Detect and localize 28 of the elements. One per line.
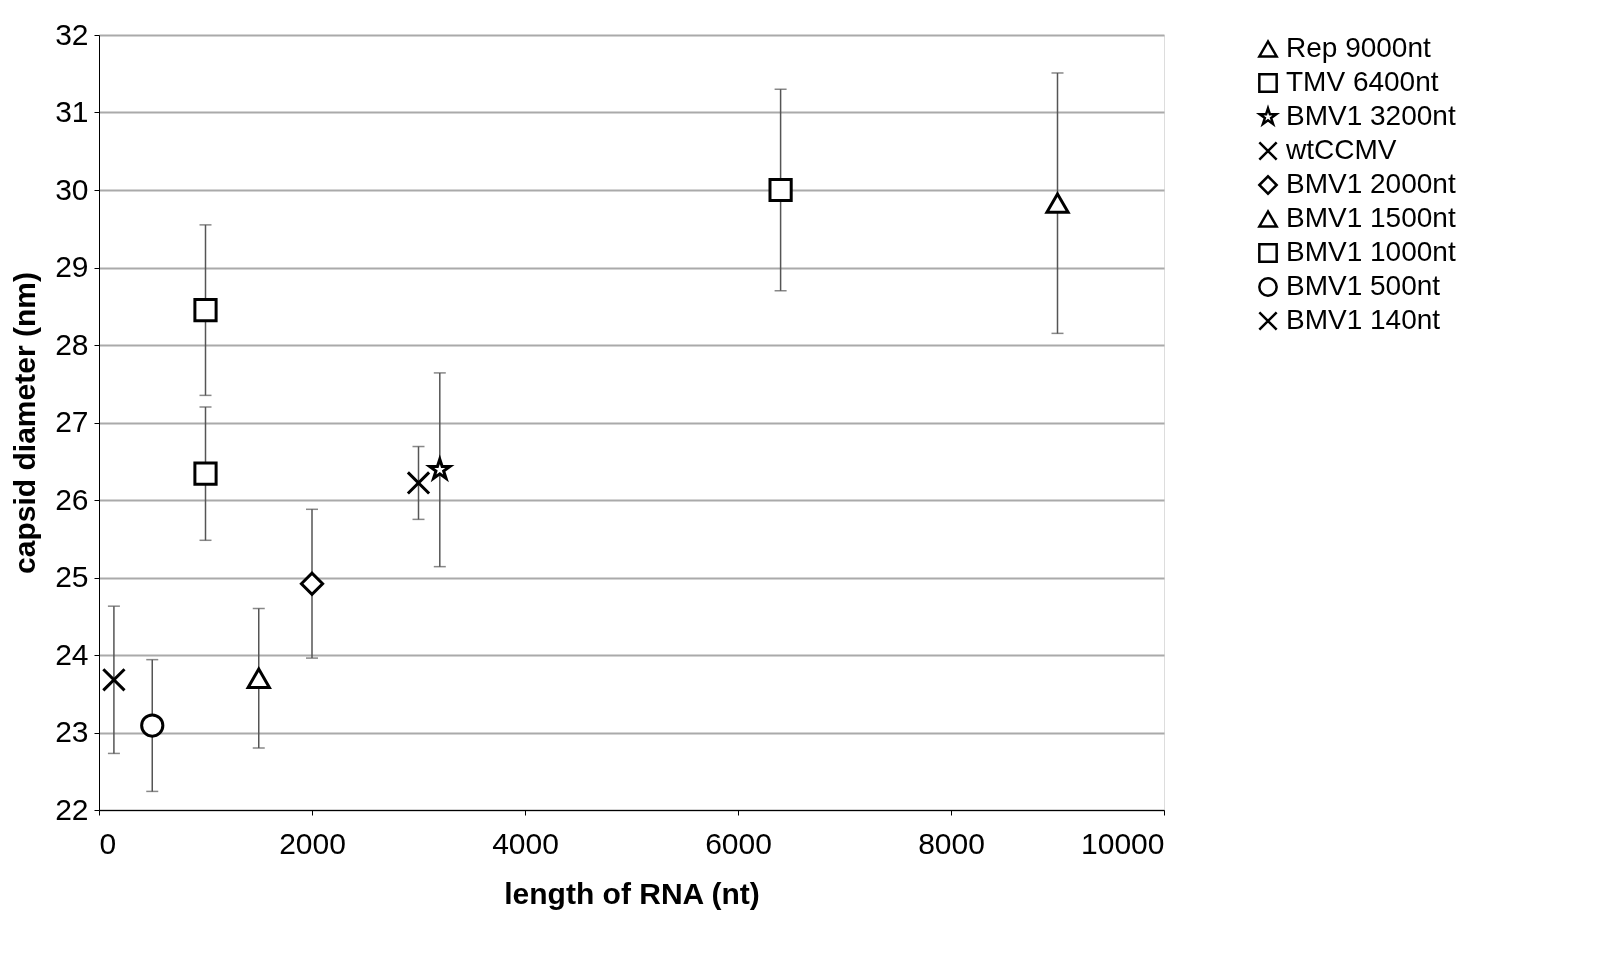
x-tick-label: 6000 [705,826,772,860]
y-tick-label: 22 [55,792,89,826]
legend-label: BMV1 140nt [1286,304,1441,335]
y-tick-label: 25 [55,560,89,593]
legend-label: BMV1 2000nt [1286,168,1456,199]
x-tick-label: 10000 [1081,826,1165,860]
y-axis-title: capsid diameter (nm) [8,272,42,574]
y-tick-label: 32 [55,17,89,51]
y-tick-label: 31 [55,95,89,128]
y-tick-label: 29 [55,250,89,283]
x-axis-title: length of RNA (nt) [504,876,760,910]
y-tick-label: 27 [55,405,89,438]
legend-label: TMV 6400nt [1286,66,1439,97]
y-tick-label: 23 [55,715,89,748]
y-tick-label: 24 [55,637,89,671]
x-tick-label: 2000 [279,826,346,860]
legend-label: BMV1 3200nt [1286,100,1456,131]
legend-label: Rep 9000nt [1286,32,1432,63]
y-tick-label: 30 [55,172,89,206]
legend-label: BMV1 1000nt [1286,236,1456,267]
legend-label: BMV1 500nt [1286,270,1441,301]
x-tick-label: 0 [99,826,117,860]
legend-label: BMV1 1500nt [1286,202,1456,233]
x-tick-label: 4000 [492,826,559,860]
y-tick-label: 28 [55,327,89,361]
legend-label: wtCCMV [1285,134,1397,165]
x-tick-label: 8000 [918,826,985,860]
y-tick-label: 26 [55,482,89,516]
